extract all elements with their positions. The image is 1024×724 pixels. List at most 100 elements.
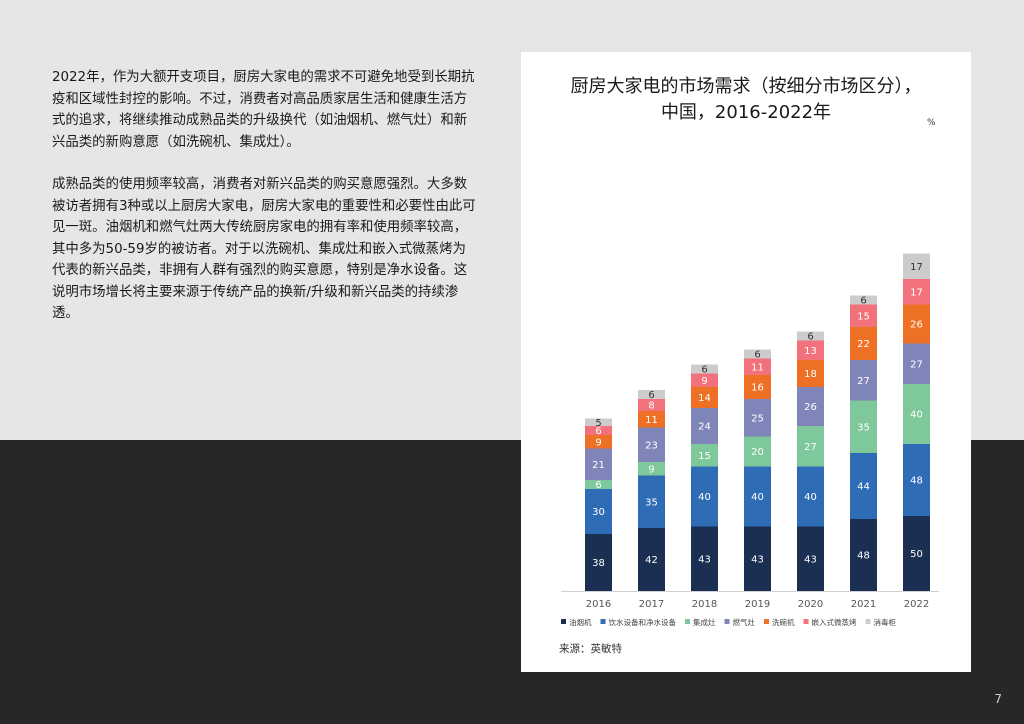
x-tick-label: 2020 xyxy=(798,599,823,610)
bar-segment xyxy=(850,453,877,519)
bar-segment xyxy=(638,399,665,411)
legend-label: 燃气灶 xyxy=(733,617,756,627)
data-label: 8 xyxy=(648,401,654,412)
bar-segment xyxy=(797,526,824,591)
x-tick-label: 2022 xyxy=(904,599,929,610)
bar-segment xyxy=(797,426,824,467)
data-label: 44 xyxy=(857,482,870,493)
unit-label: % xyxy=(927,118,936,128)
intro-paragraph-2: 成熟品类的使用频率较高，消费者对新兴品类的购买意愿强烈。大多数被访者拥有3种或以… xyxy=(52,177,476,321)
data-label: 11 xyxy=(645,415,658,426)
legend-swatch xyxy=(803,619,809,624)
legend-swatch xyxy=(685,619,690,624)
bar-segment xyxy=(691,408,718,444)
data-label: 50 xyxy=(910,549,923,560)
bar-segment xyxy=(903,279,930,305)
data-label: 42 xyxy=(645,555,658,566)
legend-label: 消毒柜 xyxy=(874,617,897,627)
x-tick-label: 2019 xyxy=(745,599,770,610)
data-label: 40 xyxy=(698,492,711,503)
legend-swatch xyxy=(865,619,871,624)
data-label: 6 xyxy=(807,332,813,343)
bar-segment xyxy=(744,466,771,527)
bar-segment xyxy=(744,375,771,399)
data-label: 27 xyxy=(910,359,923,370)
bar-segment xyxy=(585,448,612,480)
data-label: 18 xyxy=(804,369,817,380)
data-label: 48 xyxy=(857,551,870,562)
legend-label: 油烟机 xyxy=(569,617,592,627)
data-label: 9 xyxy=(595,437,601,448)
bar-segment xyxy=(903,253,930,279)
source-note: 来源：英敏特 xyxy=(559,643,622,655)
data-label: 26 xyxy=(910,320,923,331)
data-label: 22 xyxy=(857,339,870,350)
data-label: 6 xyxy=(701,365,707,376)
data-label: 35 xyxy=(857,422,870,433)
chart-title-line-1: 厨房大家电的市场需求（按细分市场区分）， xyxy=(570,76,922,97)
data-label: 43 xyxy=(698,554,711,565)
legend-swatch xyxy=(561,619,566,624)
legend-swatch xyxy=(764,619,769,624)
data-label: 20 xyxy=(751,447,764,458)
bar-segment xyxy=(691,364,718,374)
bar-segment xyxy=(585,489,612,534)
x-tick-label: 2018 xyxy=(692,599,717,610)
data-label: 15 xyxy=(857,311,870,322)
data-label: 38 xyxy=(592,558,605,569)
intro-paragraph-1: 2022年，作为大额开支项目，厨房大家电的需求不可避免地受到长期抗疫和区域性封控… xyxy=(52,70,475,150)
legend-label: 饮水设备和净水设备 xyxy=(609,617,677,627)
bar-segment xyxy=(585,418,612,426)
bar-segment xyxy=(850,519,877,591)
bar-segment xyxy=(797,466,824,527)
data-label: 17 xyxy=(910,262,923,273)
data-label: 15 xyxy=(698,451,711,462)
bar-segment xyxy=(638,427,665,462)
bar-segment xyxy=(744,399,771,437)
bar-segment xyxy=(850,295,877,305)
stacked-bar-chart: 3830621965201642359231186201743401524149… xyxy=(561,253,939,627)
data-label: 21 xyxy=(592,460,605,471)
data-label: 6 xyxy=(648,390,654,401)
bar-segment xyxy=(638,462,665,476)
bar-segment xyxy=(850,360,877,401)
bar-segment xyxy=(585,480,612,489)
bar-segment xyxy=(850,327,877,360)
data-label: 43 xyxy=(751,554,764,565)
intro-text: 2022年，作为大额开支项目，厨房大家电的需求不可避免地受到长期抗疫和区域性封控… xyxy=(52,67,477,346)
bar-segment xyxy=(850,400,877,453)
x-tick-label: 2016 xyxy=(586,599,611,610)
legend-label: 嵌入式微蒸烤 xyxy=(812,617,857,627)
data-label: 40 xyxy=(751,492,764,503)
data-label: 13 xyxy=(804,346,817,357)
bar-segment xyxy=(744,436,771,467)
data-label: 24 xyxy=(698,422,711,433)
x-tick-label: 2021 xyxy=(851,599,876,610)
data-label: 9 xyxy=(701,376,707,387)
chart-title-line-2: 中国，2016-2022年 xyxy=(660,102,832,123)
data-label: 9 xyxy=(648,464,654,475)
bar-segment xyxy=(585,426,612,435)
bar-segment xyxy=(691,526,718,591)
bar-segment xyxy=(585,435,612,449)
data-label: 40 xyxy=(804,492,817,503)
bar-segment xyxy=(691,466,718,527)
bar-segment xyxy=(585,534,612,591)
data-label: 17 xyxy=(910,287,923,298)
legend-label: 集成灶 xyxy=(693,617,716,627)
data-label: 6 xyxy=(595,480,601,491)
data-label: 48 xyxy=(910,476,923,487)
bar-segment xyxy=(903,444,930,516)
data-label: 6 xyxy=(754,350,760,361)
data-label: 6 xyxy=(595,426,601,437)
bar-segment xyxy=(744,358,771,375)
data-label: 6 xyxy=(860,296,866,307)
page-number: 7 xyxy=(994,692,1002,706)
bar-segment xyxy=(691,373,718,387)
bar-segment xyxy=(797,340,824,360)
data-label: 35 xyxy=(645,497,658,508)
bar-segment xyxy=(797,360,824,387)
bar-segment xyxy=(903,343,930,384)
bar-segment xyxy=(638,528,665,591)
data-label: 14 xyxy=(698,393,711,404)
